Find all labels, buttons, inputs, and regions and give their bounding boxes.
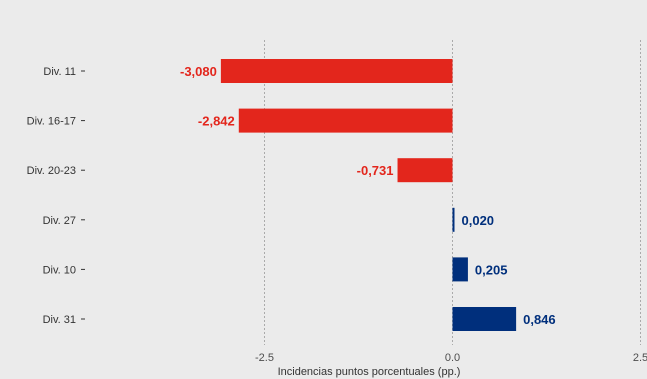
value-label: -3,080 — [180, 64, 217, 79]
value-label: -0,731 — [357, 163, 394, 178]
category-label: Div. 20-23 — [27, 165, 76, 177]
bar — [220, 59, 453, 83]
bar — [452, 307, 517, 331]
bars — [220, 59, 517, 331]
bar — [238, 108, 453, 133]
value-label: 0,846 — [523, 312, 556, 327]
value-label: 0,205 — [475, 262, 508, 277]
category-label: Div. 27 — [43, 215, 76, 227]
category-label: Div. 16-17 — [27, 116, 76, 128]
value-label: 0,020 — [462, 213, 495, 228]
bar — [452, 207, 455, 232]
x-tick-label: -2.5 — [255, 352, 274, 364]
category-label: Div. 11 — [43, 66, 76, 78]
value-label: -2,842 — [198, 114, 235, 129]
x-tick-label: 2.5 — [633, 352, 647, 364]
bar — [397, 158, 453, 183]
category-labels: Div. 11 Div. 16-17 Div. 20-23 Div. 27 Div. 1… — [27, 66, 85, 326]
grid-lines — [264, 40, 641, 345]
category-label: Div. 10 — [43, 264, 76, 276]
x-tick-label: 0.0 — [445, 352, 460, 364]
bar — [452, 257, 468, 282]
x-axis-title: Incidencias puntos porcentuales (pp.) — [278, 366, 461, 378]
category-label: Div. 31 — [43, 314, 76, 326]
value-labels: -3,080 -2,842 -0,731 0,020 0,205 0,846 — [180, 64, 556, 327]
x-tick-labels: -2.5 0.0 2.5 — [255, 352, 647, 364]
